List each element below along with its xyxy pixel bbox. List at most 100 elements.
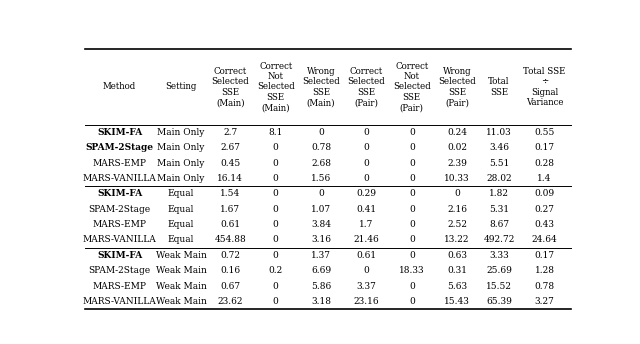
Text: 0: 0 (273, 143, 278, 152)
Text: 0: 0 (273, 174, 278, 183)
Text: 0.78: 0.78 (534, 281, 555, 291)
Text: SKIM-FA: SKIM-FA (97, 189, 142, 198)
Text: 0: 0 (273, 251, 278, 260)
Text: 0: 0 (273, 159, 278, 168)
Text: 1.4: 1.4 (538, 174, 552, 183)
Text: 1.37: 1.37 (311, 251, 331, 260)
Text: 0.16: 0.16 (220, 266, 241, 275)
Text: 1.07: 1.07 (311, 205, 331, 214)
Text: 0.72: 0.72 (220, 251, 241, 260)
Text: 2.52: 2.52 (447, 220, 467, 229)
Text: 18.33: 18.33 (399, 266, 424, 275)
Text: Equal: Equal (168, 189, 194, 198)
Text: Weak Main: Weak Main (156, 297, 207, 306)
Text: 6.69: 6.69 (311, 266, 331, 275)
Text: 0.27: 0.27 (534, 205, 555, 214)
Text: 0: 0 (273, 235, 278, 245)
Text: Main Only: Main Only (157, 143, 205, 152)
Text: Correct
Not
Selected
SSE
(Main): Correct Not Selected SSE (Main) (257, 62, 294, 112)
Text: 0: 0 (409, 251, 415, 260)
Text: SKIM-FA: SKIM-FA (97, 251, 142, 260)
Text: 0.61: 0.61 (220, 220, 241, 229)
Text: 5.63: 5.63 (447, 281, 467, 291)
Text: 0.2: 0.2 (269, 266, 283, 275)
Text: 13.22: 13.22 (444, 235, 470, 245)
Text: 1.7: 1.7 (359, 220, 374, 229)
Text: 0.61: 0.61 (356, 251, 376, 260)
Text: 0.55: 0.55 (534, 128, 555, 137)
Text: Main Only: Main Only (157, 128, 205, 137)
Text: 0: 0 (273, 297, 278, 306)
Text: 0.17: 0.17 (534, 251, 555, 260)
Text: 0: 0 (318, 128, 324, 137)
Text: 3.18: 3.18 (311, 297, 331, 306)
Text: 0: 0 (409, 143, 415, 152)
Text: 5.51: 5.51 (489, 159, 509, 168)
Text: 3.46: 3.46 (489, 143, 509, 152)
Text: MARS-EMP: MARS-EMP (93, 220, 147, 229)
Text: 0.31: 0.31 (447, 266, 467, 275)
Text: MARS-VANILLA: MARS-VANILLA (83, 235, 157, 245)
Text: 0: 0 (364, 159, 369, 168)
Text: 0.29: 0.29 (356, 189, 376, 198)
Text: 1.67: 1.67 (220, 205, 241, 214)
Text: Equal: Equal (168, 235, 194, 245)
Text: 11.03: 11.03 (486, 128, 512, 137)
Text: 21.46: 21.46 (353, 235, 380, 245)
Text: MARS-VANILLA: MARS-VANILLA (83, 297, 157, 306)
Text: MARS-EMP: MARS-EMP (93, 159, 147, 168)
Text: 3.33: 3.33 (489, 251, 509, 260)
Text: 2.39: 2.39 (447, 159, 467, 168)
Text: 0: 0 (364, 143, 369, 152)
Text: 28.02: 28.02 (486, 174, 512, 183)
Text: Equal: Equal (168, 220, 194, 229)
Text: Weak Main: Weak Main (156, 251, 207, 260)
Text: 0: 0 (409, 235, 415, 245)
Text: SKIM-FA: SKIM-FA (97, 128, 142, 137)
Text: 0: 0 (364, 174, 369, 183)
Text: 0.63: 0.63 (447, 251, 467, 260)
Text: 2.67: 2.67 (220, 143, 241, 152)
Text: 0.67: 0.67 (220, 281, 241, 291)
Text: SPAM-2Stage: SPAM-2Stage (88, 266, 150, 275)
Text: 454.88: 454.88 (214, 235, 246, 245)
Text: 1.28: 1.28 (534, 266, 555, 275)
Text: Wrong
Selected
SSE
(Main): Wrong Selected SSE (Main) (302, 67, 340, 107)
Text: 0.41: 0.41 (356, 205, 376, 214)
Text: 8.1: 8.1 (269, 128, 283, 137)
Text: Weak Main: Weak Main (156, 281, 207, 291)
Text: Setting: Setting (165, 83, 196, 92)
Text: 2.68: 2.68 (311, 159, 331, 168)
Text: 3.16: 3.16 (311, 235, 331, 245)
Text: 0: 0 (409, 189, 415, 198)
Text: 0.02: 0.02 (447, 143, 467, 152)
Text: 5.86: 5.86 (311, 281, 331, 291)
Text: Correct
Selected
SSE
(Main): Correct Selected SSE (Main) (211, 67, 249, 107)
Text: 3.84: 3.84 (311, 220, 331, 229)
Text: 25.69: 25.69 (486, 266, 512, 275)
Text: 0.09: 0.09 (534, 189, 555, 198)
Text: MARS-EMP: MARS-EMP (93, 281, 147, 291)
Text: 0: 0 (409, 205, 415, 214)
Text: 0: 0 (409, 281, 415, 291)
Text: 0: 0 (273, 205, 278, 214)
Text: 23.62: 23.62 (218, 297, 243, 306)
Text: 0: 0 (318, 189, 324, 198)
Text: 0: 0 (409, 174, 415, 183)
Text: Correct
Selected
SSE
(Pair): Correct Selected SSE (Pair) (348, 67, 385, 107)
Text: 3.37: 3.37 (356, 281, 376, 291)
Text: 0.45: 0.45 (220, 159, 241, 168)
Text: 492.72: 492.72 (483, 235, 515, 245)
Text: 0.43: 0.43 (534, 220, 555, 229)
Text: Main Only: Main Only (157, 159, 205, 168)
Text: 8.67: 8.67 (489, 220, 509, 229)
Text: 2.16: 2.16 (447, 205, 467, 214)
Text: 0: 0 (364, 266, 369, 275)
Text: Total SSE
÷
Signal
Variance: Total SSE ÷ Signal Variance (524, 67, 566, 107)
Text: Main Only: Main Only (157, 174, 205, 183)
Text: 5.31: 5.31 (489, 205, 509, 214)
Text: 0.28: 0.28 (534, 159, 555, 168)
Text: 1.54: 1.54 (220, 189, 241, 198)
Text: 0.24: 0.24 (447, 128, 467, 137)
Text: Wrong
Selected
SSE
(Pair): Wrong Selected SSE (Pair) (438, 67, 476, 107)
